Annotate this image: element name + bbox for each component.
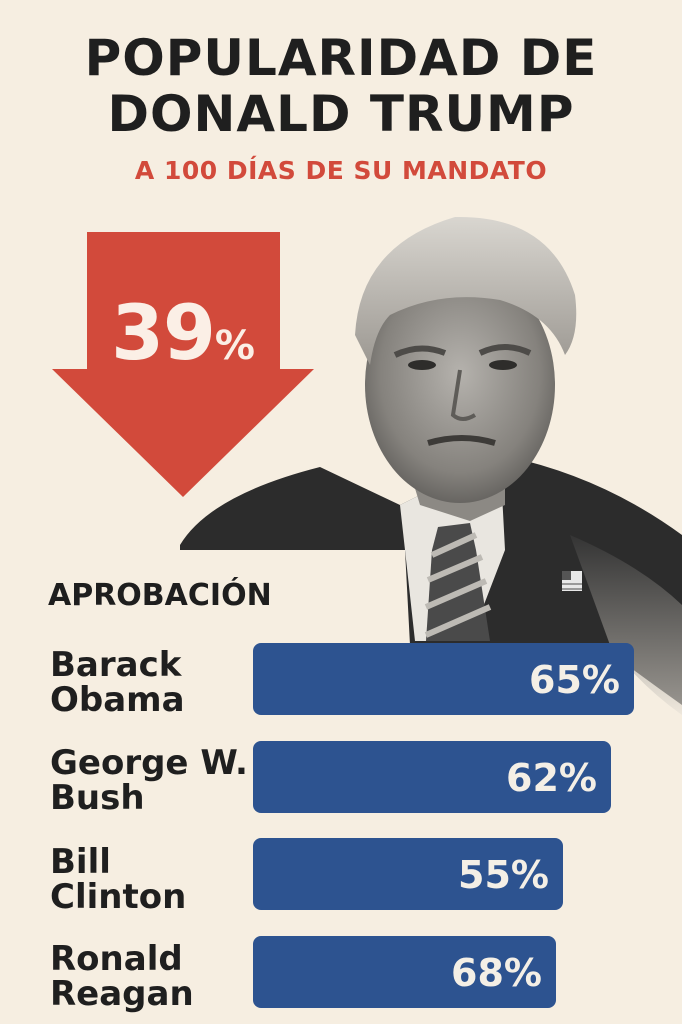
chart-title: APROBACIÓN <box>48 578 272 613</box>
bar-4 <box>253 936 556 1008</box>
category-label-2-line-1: George W. <box>50 743 248 783</box>
trump-portrait <box>180 216 682 715</box>
headline-value: 39 <box>111 288 216 377</box>
bar-group-1: 65% <box>253 643 634 715</box>
category-label-3-line-2: Clinton <box>50 877 187 917</box>
category-label-1-line-1: Barack <box>50 645 182 685</box>
category-label-2: George W. Bush <box>50 746 255 816</box>
american-flag-pin-icon <box>562 571 582 591</box>
bar-value-label-1: 65% <box>529 658 620 702</box>
bar-2 <box>253 741 611 813</box>
title-line-1: POPULARIDAD DE <box>84 29 598 87</box>
category-label-4-line-1: Ronald <box>50 939 183 979</box>
category-label-2-line-2: Bush <box>50 778 145 818</box>
category-label-1: Barack Obama <box>50 648 255 718</box>
bar-group-3: 55% <box>253 838 563 910</box>
category-label-3: Bill Clinton <box>50 845 255 915</box>
bar-group-4: 68% <box>253 936 556 1008</box>
category-label-3-line-1: Bill <box>50 842 111 882</box>
bar-1 <box>253 643 634 715</box>
page-subtitle: A 100 DÍAS DE SU MANDATO <box>134 156 548 185</box>
category-label-1-line-2: Obama <box>50 680 185 720</box>
category-label-4: Ronald Reagan <box>50 942 255 1012</box>
bar-group-2: 62% <box>253 741 611 813</box>
headline-approval: 39% <box>52 288 314 377</box>
title-line-2: DONALD TRUMP <box>107 85 575 143</box>
page-title: POPULARIDAD DE DONALD TRUMP <box>0 30 682 142</box>
headline-unit: % <box>214 323 255 369</box>
bar-value-label-3: 55% <box>458 853 549 897</box>
bar-3 <box>253 838 563 910</box>
bar-value-label-4: 68% <box>451 951 542 995</box>
down-arrow-icon <box>52 232 314 497</box>
bar-value-label-2: 62% <box>506 756 597 800</box>
category-label-4-line-2: Reagan <box>50 974 194 1014</box>
